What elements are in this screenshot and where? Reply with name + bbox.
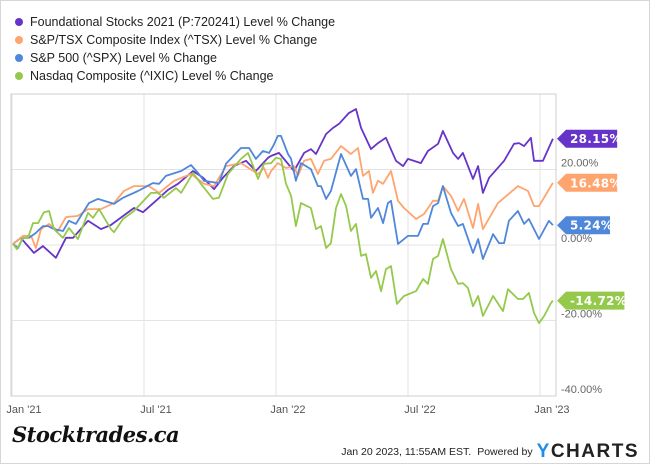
- legend-dot-icon: [15, 18, 23, 26]
- legend-dot-icon: [15, 36, 23, 44]
- end-value-label: 5.24%: [570, 219, 613, 233]
- x-tick-label: Jul '22: [404, 404, 435, 416]
- end-value-label: -14.72%: [570, 294, 627, 308]
- series-line-1: [12, 145, 554, 249]
- end-value-tag: [557, 216, 610, 235]
- y-tick-label: 0.00%: [561, 233, 592, 245]
- series-line-0: [12, 108, 554, 259]
- plot-border: [10, 93, 557, 397]
- legend-label: Foundational Stocks 2021 (P:720241) Leve…: [30, 15, 336, 29]
- end-value-label: 16.48%: [570, 176, 622, 190]
- ycharts-logo[interactable]: YCHARTS: [536, 441, 639, 462]
- legend-label: S&P/TSX Composite Index (^TSX) Level % C…: [30, 33, 318, 47]
- x-tick-label: Jul '21: [140, 404, 171, 416]
- footer: Jan 20 2023, 11:55AM EST. Powered by YCH…: [341, 441, 639, 463]
- legend-item[interactable]: S&P/TSX Composite Index (^TSX) Level % C…: [15, 31, 335, 49]
- legend: Foundational Stocks 2021 (P:720241) Leve…: [15, 13, 335, 85]
- end-value-label: 28.15%: [570, 132, 622, 146]
- powered-by-label: Powered by: [477, 446, 533, 458]
- legend-item[interactable]: S&P 500 (^SPX) Level % Change: [15, 49, 335, 67]
- legend-item[interactable]: Nasdaq Composite (^IXIC) Level % Change: [15, 67, 335, 85]
- legend-dot-icon: [15, 54, 23, 62]
- legend-label: Nasdaq Composite (^IXIC) Level % Change: [30, 69, 274, 83]
- legend-label: S&P 500 (^SPX) Level % Change: [30, 51, 217, 65]
- series-line-2: [12, 134, 554, 260]
- end-value-tag: [557, 129, 618, 148]
- y-tick-label: -20.00%: [561, 309, 602, 321]
- x-tick-label: Jan '22: [270, 404, 305, 416]
- x-tick-label: Jan '23: [534, 404, 569, 416]
- legend-item[interactable]: Foundational Stocks 2021 (P:720241) Leve…: [15, 13, 335, 31]
- y-tick-label: 20.00%: [561, 158, 599, 170]
- end-value-tag: [557, 173, 618, 192]
- legend-dot-icon: [15, 72, 23, 80]
- x-tick-label: Jan '21: [6, 404, 41, 416]
- y-tick-label: -40.00%: [561, 384, 602, 396]
- end-value-tag: [557, 291, 625, 310]
- stocktrades-logo: Stocktrades.ca: [12, 422, 180, 447]
- timestamp: Jan 20 2023, 11:55AM EST.: [341, 446, 472, 458]
- series-line-3: [12, 151, 554, 325]
